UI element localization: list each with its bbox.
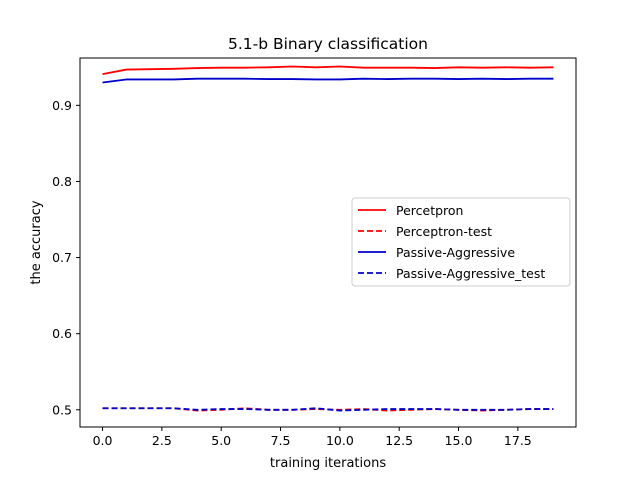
- y-axis-label: the accuracy: [29, 200, 44, 284]
- legend-label: Passive-Aggressive: [396, 245, 515, 260]
- x-tick-label: 17.5: [504, 433, 532, 448]
- x-tick-label: 5.0: [211, 433, 231, 448]
- series-line-3: [102, 77, 554, 84]
- y-tick-label: 0.6: [52, 326, 72, 341]
- x-tick-label: 15.0: [445, 433, 473, 448]
- y-tick-label: 0.8: [52, 174, 72, 189]
- series-line-4: [102, 407, 554, 412]
- x-axis: 0.0 2.5 5.0 7.5 10.0 12.5 15.0 17.5: [93, 427, 532, 448]
- y-tick-label: 0.5: [52, 402, 72, 417]
- legend-box: [351, 197, 571, 287]
- legend-label: Percetpron: [396, 203, 463, 218]
- legend-label: Perceptron-test: [396, 224, 492, 239]
- y-tick-label: 0.9: [52, 98, 72, 113]
- series-line-1: [102, 65, 554, 76]
- y-axis: 0.5 0.6 0.7 0.8 0.9: [52, 98, 80, 417]
- y-tick-label: 0.7: [52, 250, 72, 265]
- legend: Percetpron Perceptron-test Passive-Aggress…: [351, 197, 571, 287]
- legend-label: Passive-Aggressive_test: [396, 266, 545, 281]
- axes-frame: [79, 57, 577, 428]
- x-tick-label: 10.0: [326, 433, 354, 448]
- x-axis-label: training iterations: [270, 456, 386, 471]
- x-tick-label: 2.5: [152, 433, 172, 448]
- plot-area: [102, 65, 554, 412]
- x-tick-label: 7.5: [271, 433, 291, 448]
- chart-title: 5.1-b Binary classification: [228, 35, 428, 53]
- x-tick-label: 0.0: [93, 433, 113, 448]
- x-tick-label: 12.5: [385, 433, 413, 448]
